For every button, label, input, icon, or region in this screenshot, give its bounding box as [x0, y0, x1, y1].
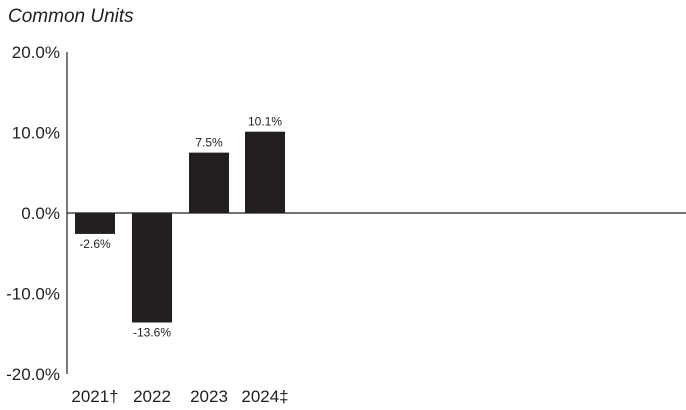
bar-value-label: 10.1%: [248, 115, 282, 129]
bars: [75, 131, 285, 323]
chart-title: Common Units: [8, 6, 134, 27]
y-tick-label: 10.0%: [12, 124, 60, 143]
bar: [75, 213, 115, 234]
data-labels: -2.6% -13.6% 7.5% 10.1%: [79, 115, 282, 340]
x-category-label: 2022: [133, 387, 171, 406]
bar: [189, 152, 229, 213]
y-tick-label: -10.0%: [6, 285, 60, 304]
x-category-label: 2023: [190, 387, 228, 406]
bar: [132, 213, 172, 323]
y-axis-ticks: 20.0% 10.0% 0.0% -10.0% -20.0%: [6, 43, 60, 384]
bar-value-label: -13.6%: [133, 325, 171, 339]
bar: [245, 131, 285, 213]
x-category-label: 2021†: [71, 387, 118, 406]
bar-value-label: -2.6%: [79, 237, 111, 251]
x-axis-labels: 2021† 2022 2023 2024‡: [71, 387, 288, 406]
y-tick-label: 20.0%: [12, 43, 60, 62]
y-tick-label: 0.0%: [21, 204, 60, 223]
bar-value-label: 7.5%: [195, 136, 223, 150]
y-tick-label: -20.0%: [6, 365, 60, 384]
x-category-label: 2024‡: [241, 387, 288, 406]
